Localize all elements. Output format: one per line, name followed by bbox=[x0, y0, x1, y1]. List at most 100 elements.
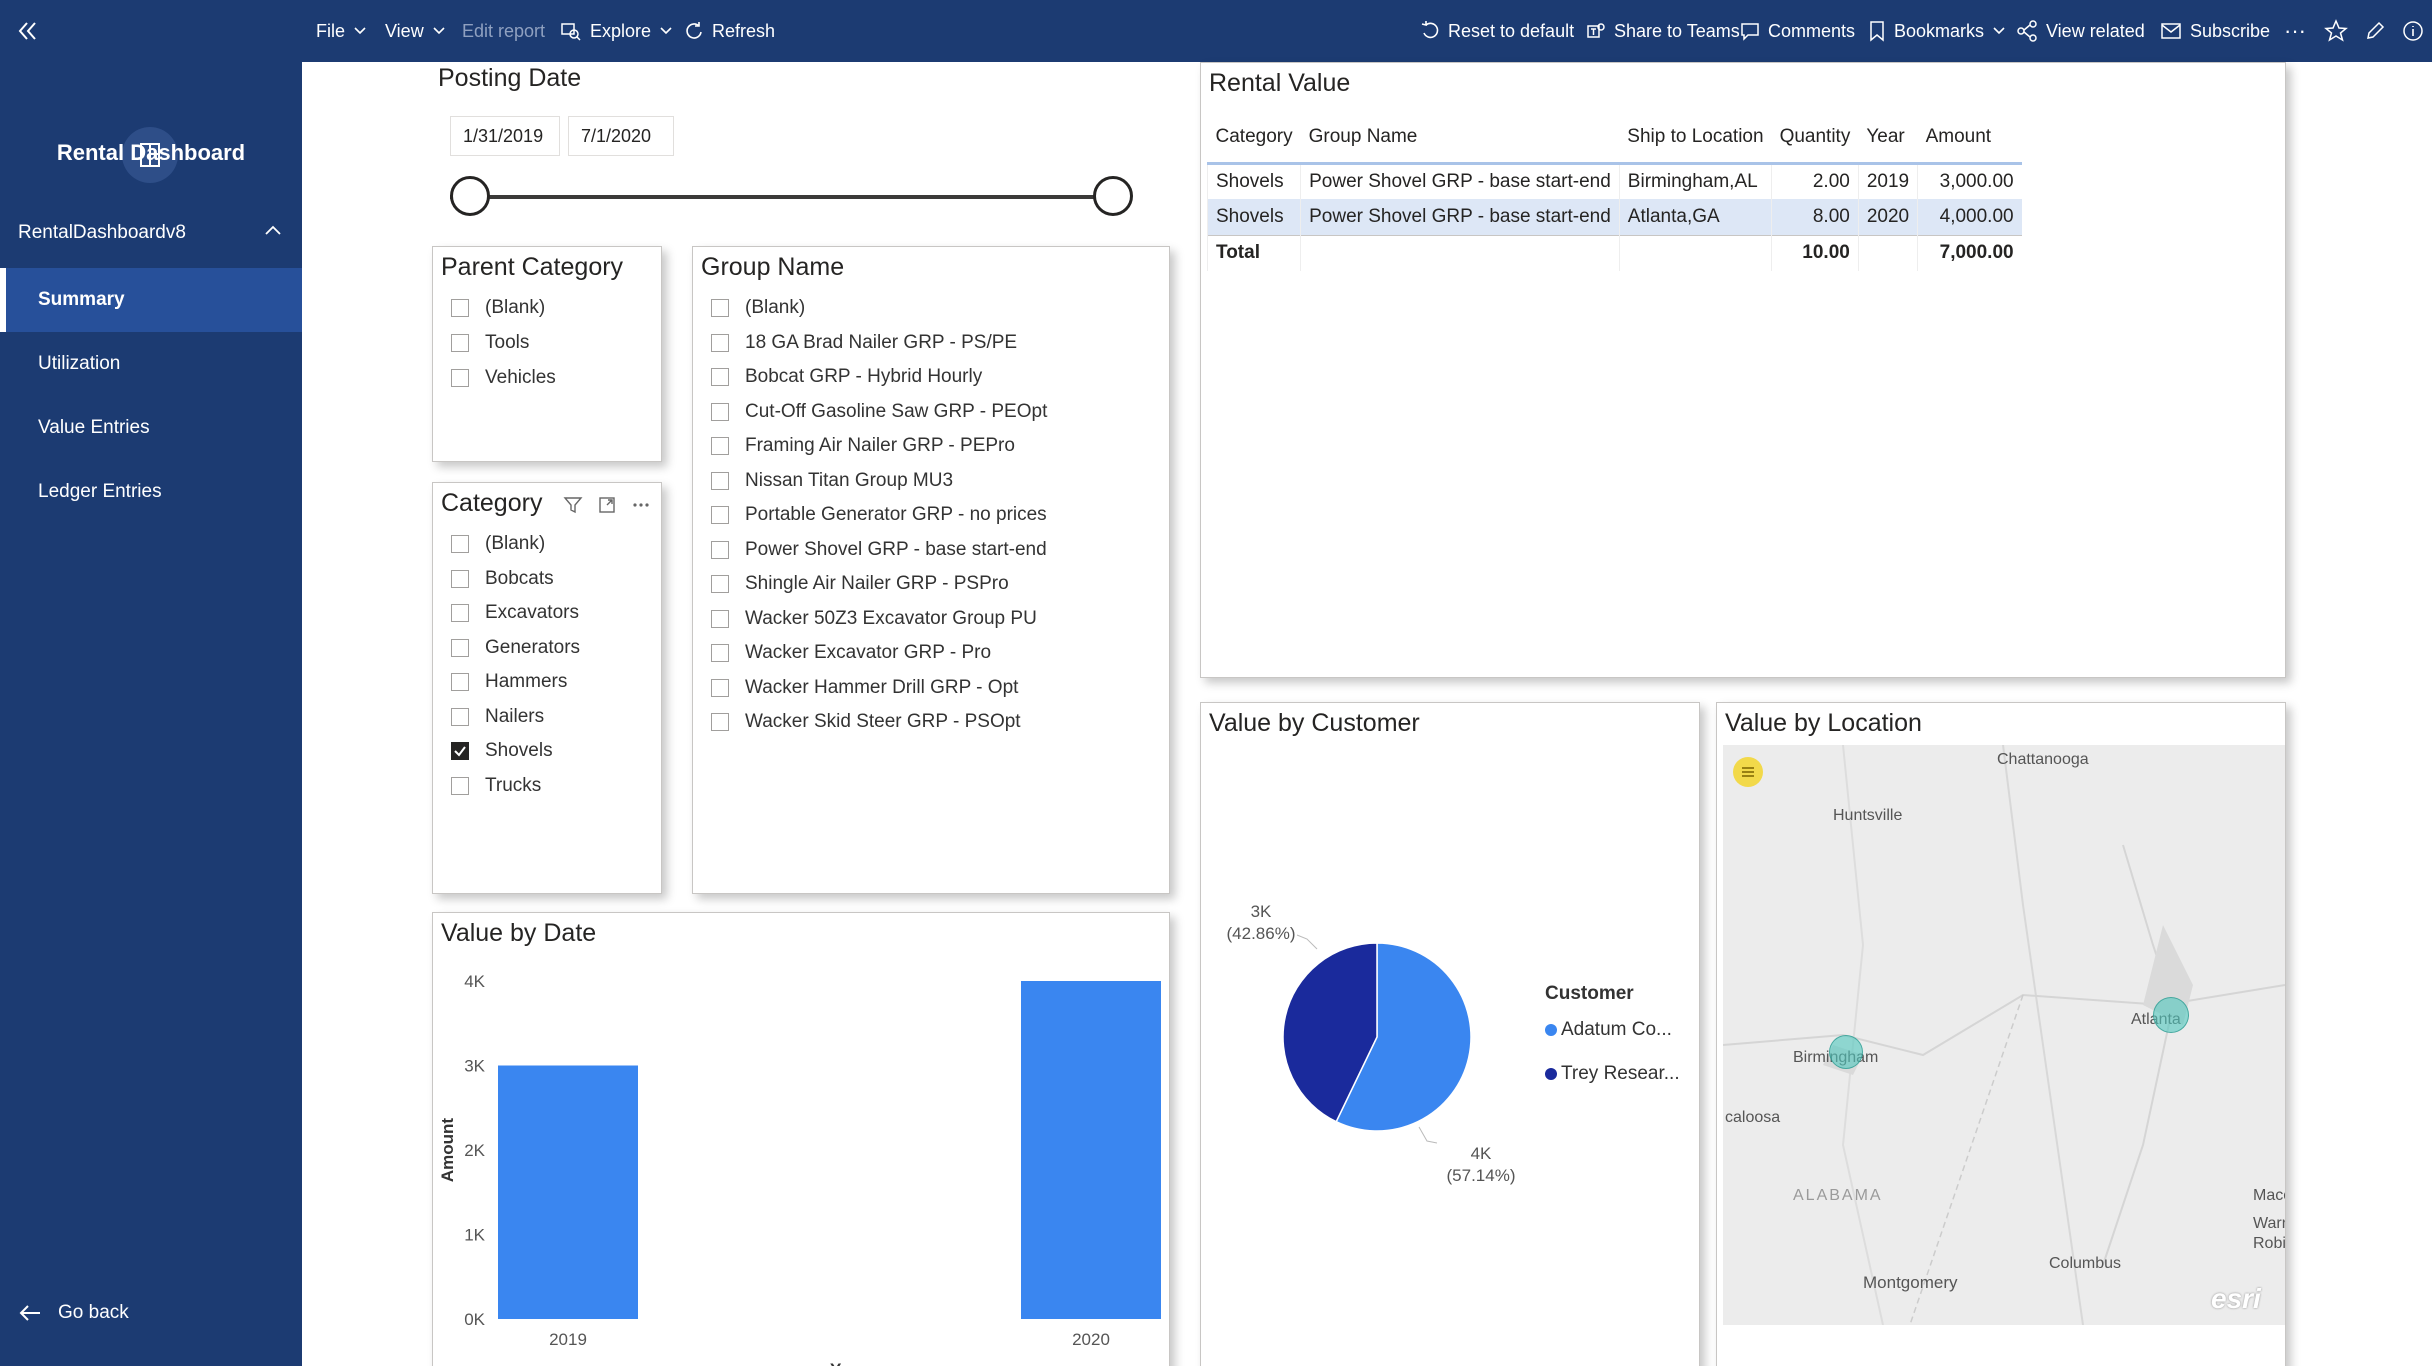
reset-to-default-button[interactable]: Reset to default bbox=[1420, 0, 1574, 62]
map-label-columbus: Columbus bbox=[2049, 1255, 2122, 1272]
slicer-option[interactable]: Tools bbox=[451, 332, 529, 354]
map-area[interactable]: Chattanooga Huntsville Birmingham Atlant… bbox=[1723, 745, 2285, 1325]
slicer-option[interactable]: Nailers bbox=[451, 706, 544, 728]
slicer-option[interactable]: Generators bbox=[451, 637, 580, 659]
favorite-star-icon[interactable] bbox=[2324, 0, 2348, 62]
checkbox[interactable] bbox=[711, 506, 729, 524]
edit-report-button[interactable]: Edit report bbox=[462, 0, 545, 62]
bar-2020[interactable] bbox=[1021, 981, 1161, 1319]
map-legend-icon[interactable] bbox=[1733, 757, 1763, 787]
subscribe-button[interactable]: Subscribe bbox=[2160, 0, 2270, 62]
date-range-track[interactable] bbox=[450, 195, 1115, 199]
checkbox[interactable] bbox=[711, 609, 729, 628]
slicer-option[interactable]: Excavators bbox=[451, 602, 579, 624]
slicer-option[interactable]: Wacker Excavator GRP - Pro bbox=[711, 642, 991, 664]
info-icon[interactable] bbox=[2402, 0, 2424, 62]
column-header[interactable]: Category bbox=[1207, 113, 1301, 165]
slicer-option[interactable]: Portable Generator GRP - no prices bbox=[711, 504, 1047, 526]
column-header[interactable]: Quantity bbox=[1771, 113, 1859, 165]
slicer-option[interactable]: 18 GA Brad Nailer GRP - PS/PE bbox=[711, 332, 1017, 354]
checkbox[interactable] bbox=[711, 540, 729, 559]
more-options-icon[interactable] bbox=[631, 495, 651, 515]
column-header[interactable]: Amount bbox=[1917, 113, 2022, 165]
slicer-option[interactable]: (Blank) bbox=[451, 533, 545, 555]
checkbox[interactable] bbox=[711, 644, 729, 662]
slicer-option[interactable]: Bobcat GRP - Hybrid Hourly bbox=[711, 366, 982, 388]
checkbox[interactable] bbox=[451, 604, 469, 622]
slicer-option[interactable]: Vehicles bbox=[451, 367, 556, 389]
bar-2019[interactable] bbox=[498, 1065, 638, 1320]
slicer-option[interactable]: (Blank) bbox=[451, 297, 545, 319]
checkbox[interactable] bbox=[711, 678, 729, 697]
checkbox[interactable] bbox=[711, 402, 729, 421]
nav-item-ledger-entries[interactable]: Ledger Entries bbox=[0, 460, 302, 524]
comments-button[interactable]: Comments bbox=[1740, 0, 1855, 62]
view-related-button[interactable]: View related bbox=[2016, 0, 2145, 62]
related-icon bbox=[2017, 20, 2037, 42]
nav-item-utilization[interactable]: Utilization bbox=[0, 332, 302, 396]
slicer-option[interactable]: Wacker 50Z3 Excavator Group PU bbox=[711, 608, 1037, 630]
checkbox[interactable] bbox=[451, 569, 469, 588]
chevron-up-icon[interactable] bbox=[264, 224, 282, 243]
nav-item-value-entries[interactable]: Value Entries bbox=[0, 396, 302, 460]
slicer-option[interactable]: Trucks bbox=[451, 775, 541, 797]
checkbox[interactable] bbox=[451, 707, 469, 726]
column-header[interactable]: Group Name bbox=[1300, 113, 1620, 165]
checkbox[interactable] bbox=[451, 673, 469, 691]
table-row[interactable]: Shovels Power Shovel GRP - base start-en… bbox=[1206, 163, 2022, 199]
location-bubble-atlanta[interactable] bbox=[2153, 997, 2189, 1033]
checkbox[interactable] bbox=[451, 369, 469, 387]
slicer-option[interactable]: Cut-Off Gasoline Saw GRP - PEOpt bbox=[711, 401, 1047, 423]
slicer-option[interactable]: Nissan Titan Group MU3 bbox=[711, 470, 953, 492]
slicer-option[interactable]: Framing Air Nailer GRP - PEPro bbox=[711, 435, 1015, 457]
table-row[interactable]: Shovels Power Shovel GRP - base start-en… bbox=[1206, 199, 2022, 235]
column-header[interactable]: Year bbox=[1858, 113, 1918, 165]
collapse-nav-icon[interactable] bbox=[14, 0, 40, 62]
file-menu[interactable]: File bbox=[316, 0, 367, 62]
refresh-button[interactable]: Refresh bbox=[684, 0, 775, 62]
checkbox[interactable] bbox=[451, 638, 469, 657]
report-name[interactable]: RentalDashboardv8 bbox=[18, 222, 186, 243]
pie-slice-1[interactable] bbox=[1282, 942, 1378, 1123]
checkbox[interactable] bbox=[451, 334, 469, 352]
checkbox[interactable] bbox=[711, 575, 729, 593]
legend-item-adatum[interactable]: Adatum Co... bbox=[1545, 1019, 1672, 1041]
slicer-option[interactable]: Bobcats bbox=[451, 568, 554, 590]
option-label: Nissan Titan Group MU3 bbox=[745, 469, 954, 491]
slicer-option[interactable]: Shingle Air Nailer GRP - PSPro bbox=[711, 573, 1009, 595]
slicer-option[interactable]: Wacker Hammer Drill GRP - Opt bbox=[711, 677, 1018, 699]
start-date-handle[interactable] bbox=[450, 176, 490, 216]
more-options-button[interactable]: ··· bbox=[2284, 0, 2306, 62]
end-date-input[interactable]: 7/1/2020 bbox=[568, 116, 674, 156]
view-menu[interactable]: View bbox=[385, 0, 446, 62]
edit-pencil-icon[interactable] bbox=[2364, 0, 2386, 62]
focus-mode-icon[interactable] bbox=[597, 495, 617, 515]
slicer-option[interactable]: Power Shovel GRP - base start-end bbox=[711, 539, 1047, 561]
bookmarks-menu[interactable]: Bookmarks bbox=[1868, 0, 2006, 62]
nav-item-summary[interactable]: Summary bbox=[0, 268, 302, 332]
end-date-handle[interactable] bbox=[1093, 176, 1133, 216]
checkbox-checked[interactable] bbox=[451, 742, 469, 760]
checkbox[interactable] bbox=[711, 333, 729, 352]
checkbox[interactable] bbox=[711, 713, 729, 731]
checkbox[interactable] bbox=[451, 299, 469, 317]
filter-icon[interactable] bbox=[563, 495, 583, 515]
checkbox[interactable] bbox=[451, 776, 469, 795]
slicer-option[interactable]: Wacker Skid Steer GRP - PSOpt bbox=[711, 711, 1021, 733]
legend-item-trey[interactable]: Trey Resear... bbox=[1545, 1063, 1680, 1085]
go-back-button[interactable]: Go back bbox=[18, 1302, 129, 1324]
column-header[interactable]: Ship to Location bbox=[1619, 113, 1772, 165]
checkbox[interactable] bbox=[711, 299, 729, 317]
slicer-option[interactable]: Shovels bbox=[451, 740, 553, 762]
share-to-teams-button[interactable]: Share to Teams bbox=[1586, 0, 1740, 62]
start-date-input[interactable]: 1/31/2019 bbox=[450, 116, 560, 156]
pie-slice-0[interactable] bbox=[1335, 942, 1472, 1132]
checkbox[interactable] bbox=[451, 535, 469, 553]
location-bubble-birmingham[interactable] bbox=[1829, 1035, 1863, 1069]
explore-menu[interactable]: Explore bbox=[560, 0, 673, 62]
slicer-option[interactable]: Hammers bbox=[451, 671, 567, 693]
checkbox[interactable] bbox=[711, 368, 729, 386]
checkbox[interactable] bbox=[711, 471, 729, 490]
slicer-option[interactable]: (Blank) bbox=[711, 297, 805, 319]
checkbox[interactable] bbox=[711, 437, 729, 455]
